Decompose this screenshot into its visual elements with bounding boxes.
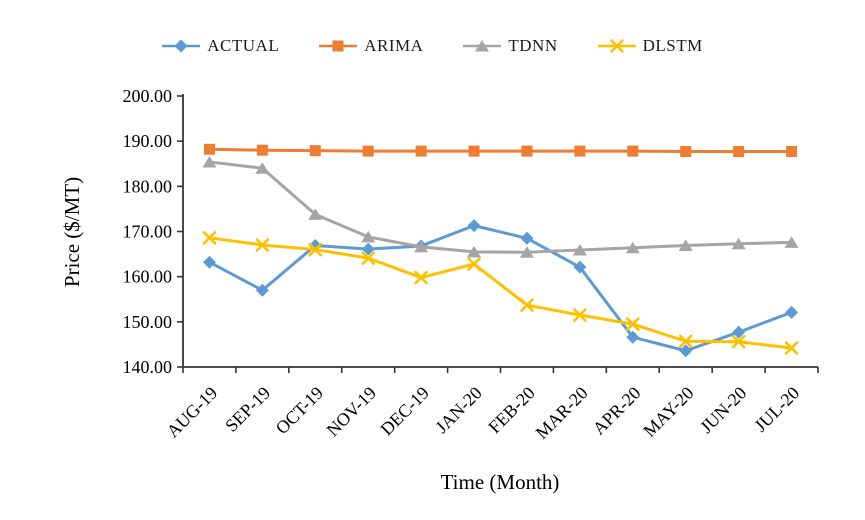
marker-arima-dec-19 <box>415 145 427 157</box>
diamond-marker-icon <box>162 39 201 53</box>
marker-arima-nov-19 <box>362 145 374 157</box>
y-tick-label: 200.00 <box>123 86 173 106</box>
marker-dlstm-apr-20 <box>625 317 640 331</box>
marker-actual-apr-20 <box>626 330 640 344</box>
legend-item-actual: ACTUAL <box>162 36 279 56</box>
x-tick-label-oct-19: OCT-19 <box>272 383 327 438</box>
marker-tdnn-may-20 <box>678 239 693 252</box>
legend-label-dlstm: DLSTM <box>642 36 703 55</box>
legend-label-actual: ACTUAL <box>207 36 280 55</box>
y-tick-label: 160.00 <box>123 267 173 287</box>
legend-marker-tdnn <box>475 40 490 52</box>
x-tick-label-nov-19: NOV-19 <box>323 383 381 441</box>
marker-tdnn-mar-20 <box>572 244 587 256</box>
marker-actual-jun-20 <box>732 325 746 339</box>
marker-arima-jul-20 <box>786 146 798 158</box>
x-tick-label-dec-19: DEC-19 <box>376 383 433 440</box>
marker-arima-aug-19 <box>203 143 215 155</box>
marker-dlstm-jan-20 <box>467 257 481 271</box>
x-tick-label-may-20: MAY-20 <box>639 383 697 441</box>
y-tick-label: 150.00 <box>123 312 173 332</box>
marker-tdnn-aug-19 <box>202 155 217 168</box>
marker-arima-apr-20 <box>627 145 639 157</box>
marker-tdnn-dec-19 <box>414 240 429 253</box>
marker-arima-feb-20 <box>521 145 533 157</box>
x-tick-label-apr-20: APR-20 <box>589 383 645 439</box>
legend-item-tdnn: TDNN <box>463 36 557 56</box>
marker-dlstm-aug-19 <box>202 231 217 245</box>
marker-tdnn-feb-20 <box>519 246 534 258</box>
x-tick-label-sep-19: SEP-19 <box>221 383 274 436</box>
marker-actual-feb-20 <box>520 231 534 245</box>
legend-marker-dlstm <box>609 39 624 53</box>
series-line-tdnn <box>207 160 794 254</box>
marker-tdnn-apr-20 <box>625 241 640 254</box>
marker-tdnn-jan-20 <box>467 245 482 258</box>
marker-actual-may-20 <box>679 344 693 358</box>
series-line-actual <box>207 224 794 353</box>
marker-tdnn-jun-20 <box>731 237 746 250</box>
marker-dlstm-feb-20 <box>520 298 534 312</box>
marker-arima-sep-19 <box>256 144 268 156</box>
legend-label-arima: ARIMA <box>364 36 424 55</box>
marker-tdnn-oct-19 <box>308 208 323 220</box>
y-tick-label: 180.00 <box>123 176 173 196</box>
x-tick-label-jul-20: JUL-20 <box>750 383 803 436</box>
marker-tdnn-nov-19 <box>361 230 376 243</box>
x-tick-label-mar-20: MAR-20 <box>532 383 592 443</box>
marker-dlstm-mar-20 <box>573 308 587 322</box>
marker-arima-oct-19 <box>309 145 321 157</box>
marker-actual-nov-19 <box>361 242 375 256</box>
marker-actual-sep-19 <box>255 283 269 297</box>
y-tick-label: 170.00 <box>123 222 173 242</box>
square-marker-icon <box>319 40 358 52</box>
series-line-dlstm <box>207 236 794 350</box>
marker-actual-jul-20 <box>785 305 799 319</box>
legend-marker-arima <box>332 40 344 52</box>
series-actual <box>202 219 799 358</box>
legend-marker-actual <box>174 39 188 53</box>
legend-item-arima: ARIMA <box>319 36 423 56</box>
x-tick-label-jan-20: JAN-20 <box>431 383 485 437</box>
marker-dlstm-sep-19 <box>255 238 270 252</box>
legend-label-tdnn: TDNN <box>508 36 558 55</box>
marker-tdnn-sep-19 <box>255 162 270 174</box>
marker-actual-jan-20 <box>467 219 481 233</box>
marker-actual-aug-19 <box>202 255 216 269</box>
series-tdnn <box>202 155 799 258</box>
y-axis-title: Price ($/MT) <box>60 177 84 287</box>
marker-dlstm-dec-19 <box>414 270 428 285</box>
triangle-marker-icon <box>463 40 502 52</box>
marker-tdnn-jul-20 <box>784 236 799 248</box>
series-dlstm <box>202 231 799 355</box>
x-marker-icon <box>597 39 636 53</box>
marker-arima-mar-20 <box>574 145 586 157</box>
marker-dlstm-oct-19 <box>308 242 323 257</box>
marker-dlstm-jun-20 <box>731 334 746 349</box>
marker-dlstm-jul-20 <box>784 341 799 355</box>
y-tick-label: 140.00 <box>123 357 173 377</box>
chart-legend: ACTUAL ARIMA TDNN DLSTM <box>0 36 865 56</box>
x-tick-label-jun-20: JUN-20 <box>696 383 750 437</box>
marker-arima-may-20 <box>680 146 692 158</box>
y-tick-label: 190.00 <box>123 131 173 151</box>
marker-dlstm-may-20 <box>678 334 693 349</box>
series-arima <box>203 143 798 158</box>
marker-dlstm-nov-19 <box>361 251 376 265</box>
series-line-arima <box>207 147 794 154</box>
x-tick-label-aug-19: AUG-19 <box>163 383 222 442</box>
x-axis-title: Time (Month) <box>441 470 560 494</box>
legend-item-dlstm: DLSTM <box>597 36 703 56</box>
marker-actual-mar-20 <box>573 260 587 274</box>
marker-arima-jan-20 <box>468 145 480 157</box>
marker-arima-jun-20 <box>733 146 745 158</box>
